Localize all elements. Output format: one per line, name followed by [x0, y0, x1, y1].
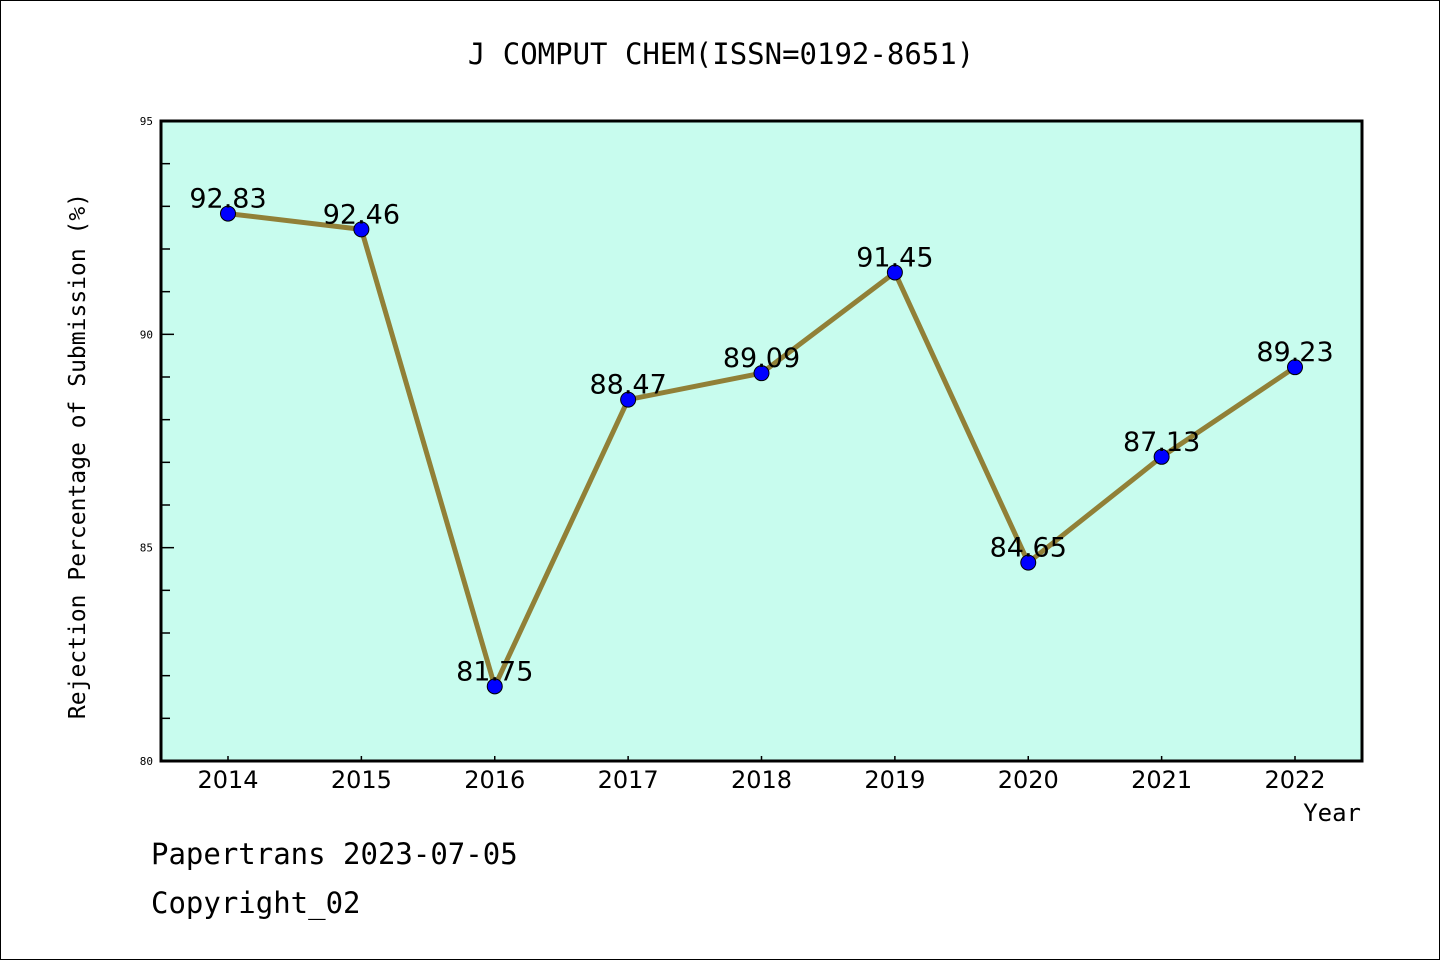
data-label: 92.83: [189, 184, 266, 215]
y-tick-label: 80: [140, 755, 153, 768]
x-tick-label: 2022: [1264, 766, 1325, 794]
x-tick-label: 2017: [598, 766, 659, 794]
x-tick-label: 2019: [864, 766, 925, 794]
data-point: [486, 678, 503, 695]
data-label: 87.13: [1123, 427, 1200, 458]
x-tick-label: 2014: [197, 766, 258, 794]
data-label: 89.23: [1256, 337, 1333, 368]
x-tick-label: 2016: [464, 766, 525, 794]
y-tick-label: 90: [140, 328, 153, 341]
data-label: 88.47: [589, 370, 666, 401]
data-point: [753, 365, 770, 382]
plot-border: [159, 119, 1364, 763]
data-point: [1153, 448, 1170, 465]
data-point: [220, 205, 236, 222]
chart-title: J COMPUT CHEM(ISSN=0192-8651): [467, 37, 975, 71]
footer-copyright: Copyright_02: [151, 886, 361, 920]
data-point: [353, 221, 370, 238]
data-label: 81.75: [456, 656, 533, 687]
data-point: [620, 391, 637, 408]
y-tick-label: 95: [140, 115, 153, 128]
y-tick-label: 85: [140, 542, 153, 555]
data-point: [1020, 554, 1037, 571]
y-axis-label: Rejection Percentage of Submission (%): [65, 193, 91, 719]
data-label: 89.09: [723, 343, 800, 374]
x-tick-label: 2018: [731, 766, 792, 794]
x-tick-label: 2020: [998, 766, 1059, 794]
data-label: 91.45: [856, 242, 933, 273]
footer-date: Papertrans 2023-07-05: [151, 837, 518, 871]
data-label: 84.65: [990, 533, 1067, 564]
data-label: 92.46: [323, 199, 400, 230]
data-point: [1287, 359, 1303, 376]
data-point: [886, 264, 903, 281]
x-tick-label: 2015: [331, 766, 392, 794]
x-axis-label: Year: [1303, 799, 1361, 827]
x-tick-label: 2021: [1131, 766, 1192, 794]
